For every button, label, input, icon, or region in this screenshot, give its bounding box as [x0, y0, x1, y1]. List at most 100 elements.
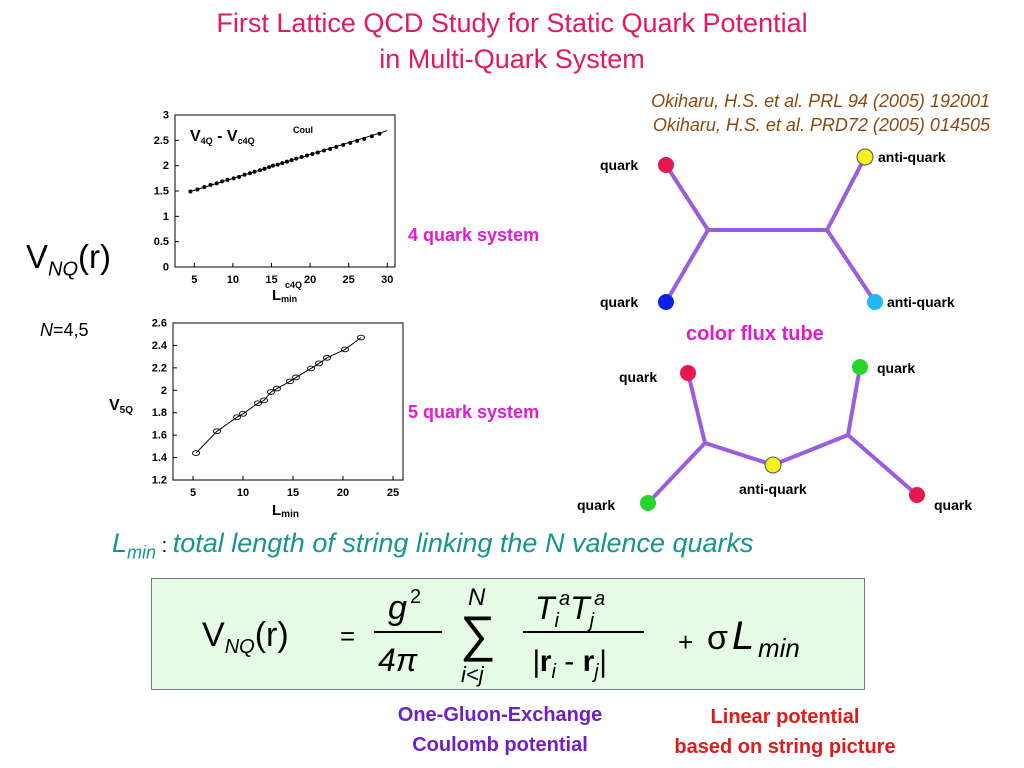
x-tick-label: 10	[237, 487, 249, 499]
chart-4q-xlabel-sup: c4Q	[285, 280, 302, 290]
oge-line-2: Coulomb potential	[412, 734, 588, 756]
y-tick-label: 1.8	[152, 407, 167, 419]
x-tick-label: 15	[265, 274, 277, 286]
data-point	[214, 181, 219, 186]
data-point	[315, 150, 320, 155]
quark-red-dot-5q-left	[680, 365, 696, 381]
linear-label: Linear potential based on string picture	[630, 702, 940, 762]
diagram5-label-br: quark	[934, 497, 972, 513]
data-point	[334, 144, 339, 149]
data-point	[220, 179, 225, 184]
data-point	[273, 385, 281, 392]
diagram5-label-tr: quark	[877, 360, 915, 376]
data-point	[237, 174, 242, 179]
quark-red-dot-5q-right	[909, 487, 925, 503]
y-tick-label: 3	[163, 110, 169, 122]
diagram4-label-bl: quark	[600, 294, 638, 310]
x-tick-label: 10	[227, 274, 239, 286]
lmin-l: L	[112, 528, 128, 558]
diagram5-label-tl: quark	[619, 369, 657, 385]
quark-red-dot	[658, 157, 674, 173]
data-point	[267, 165, 272, 170]
vnq-sub: NQ	[48, 258, 79, 281]
chart-4q-plot-area: 0 0.5 1 1.5 2 2.5 3 5 10 15 20 25 30	[154, 110, 396, 286]
formula-box: VNQ(r) = g 2 4π N ∑ i<j TiaTja |ri - rj|…	[151, 578, 865, 690]
x-tick-label: 25	[343, 274, 355, 286]
data-point	[292, 374, 300, 381]
data-point	[208, 182, 213, 187]
x-tick-label: 15	[287, 487, 299, 499]
formula-sum-top: N	[468, 584, 486, 611]
data-point	[254, 400, 262, 407]
data-point	[247, 171, 252, 176]
chart-5q-x-ticks: 5 10 15 20 25	[190, 476, 399, 499]
reference-2: Okiharu, H.S. et al. PRD72 (2005) 014505	[652, 115, 990, 135]
n-label: N=4,5	[40, 320, 89, 341]
oge-label: One-Gluon-Exchange Coulomb potential	[360, 700, 640, 760]
title-line-2: in Multi-Quark System	[379, 44, 645, 74]
diagram4-label-tr: anti-quark	[878, 149, 946, 165]
vnq-r: (r)	[78, 238, 111, 275]
x-tick-label: 30	[381, 274, 393, 286]
data-point	[225, 177, 230, 182]
x-tick-label: 20	[304, 274, 316, 286]
y-tick-label: 2	[161, 385, 167, 397]
chart-4q-points	[188, 131, 382, 194]
formula-sigma: σ	[707, 619, 728, 657]
formula-equals: =	[340, 621, 355, 651]
y-tick-label: 1.2	[152, 475, 167, 487]
data-point	[321, 148, 326, 153]
reference-1: Okiharu, H.S. et al. PRL 94 (2005) 19200…	[651, 91, 990, 111]
y-tick-label: 2.4	[152, 340, 168, 352]
n-letter: N	[40, 320, 53, 340]
formula-g: g	[388, 589, 407, 627]
data-point	[294, 156, 299, 161]
data-point	[348, 140, 353, 145]
data-point	[357, 334, 365, 341]
chart-5q-frame	[172, 322, 404, 481]
lmin-sub: min	[127, 542, 157, 563]
antiquark-cyan-dot	[867, 294, 883, 310]
quark-green-dot-5q-left	[640, 495, 656, 511]
formula-l: L	[732, 614, 754, 658]
y-tick-label: 2.5	[154, 135, 169, 147]
chart-4q-title-sup: Coul	[293, 125, 313, 135]
data-point	[252, 169, 257, 174]
formula: VNQ(r) = g 2 4π N ∑ i<j TiaTja |ri - rj|…	[202, 584, 800, 687]
chart-4q-title: V4Q - Vc4Q	[190, 128, 255, 146]
data-point	[239, 410, 247, 417]
formula-l-sub: min	[758, 633, 800, 663]
data-point	[310, 152, 315, 157]
flux-diagram-5q: quark quark anti-quark quark quark	[577, 359, 972, 513]
y-tick-label: 2.2	[152, 362, 167, 374]
four-quark-label: 4 quark system	[408, 225, 540, 245]
data-point	[341, 142, 346, 147]
chart-5q-points	[192, 334, 365, 456]
data-point	[284, 159, 289, 164]
vnq-label: VNQ(r)	[26, 238, 111, 282]
y-tick-label: 1	[163, 211, 169, 223]
data-point	[262, 166, 267, 171]
data-point	[362, 136, 367, 141]
diagram5-label-bl: quark	[577, 497, 615, 513]
quark-blue-dot	[658, 294, 674, 310]
antiquark-yellow-dot	[856, 148, 874, 166]
data-point	[233, 414, 241, 421]
diagram4-label-tl: quark	[600, 157, 638, 173]
chart-4q-x-ticks: 5 10 15 20 25 30	[191, 263, 393, 286]
oge-line-1: One-Gluon-Exchange	[397, 704, 603, 726]
data-point	[260, 397, 268, 404]
data-point	[267, 389, 275, 395]
data-point	[377, 131, 382, 136]
data-point	[289, 158, 294, 163]
chart-5q-fit-curve	[195, 337, 362, 454]
data-point	[307, 365, 315, 372]
data-point	[315, 360, 323, 367]
linear-line-2: based on string picture	[674, 736, 896, 758]
chart-4q: 0 0.5 1 1.5 2 2.5 3 5 10 15 20 25 30 V4Q - Vc4Q Cou…	[154, 110, 396, 304]
data-point	[280, 161, 285, 166]
y-tick-label: 1.6	[152, 430, 167, 442]
lmin-definition: Lmin : total length of string linking th…	[112, 528, 754, 563]
y-tick-label: 0.5	[154, 236, 169, 248]
y-tick-label: 2	[163, 160, 169, 172]
